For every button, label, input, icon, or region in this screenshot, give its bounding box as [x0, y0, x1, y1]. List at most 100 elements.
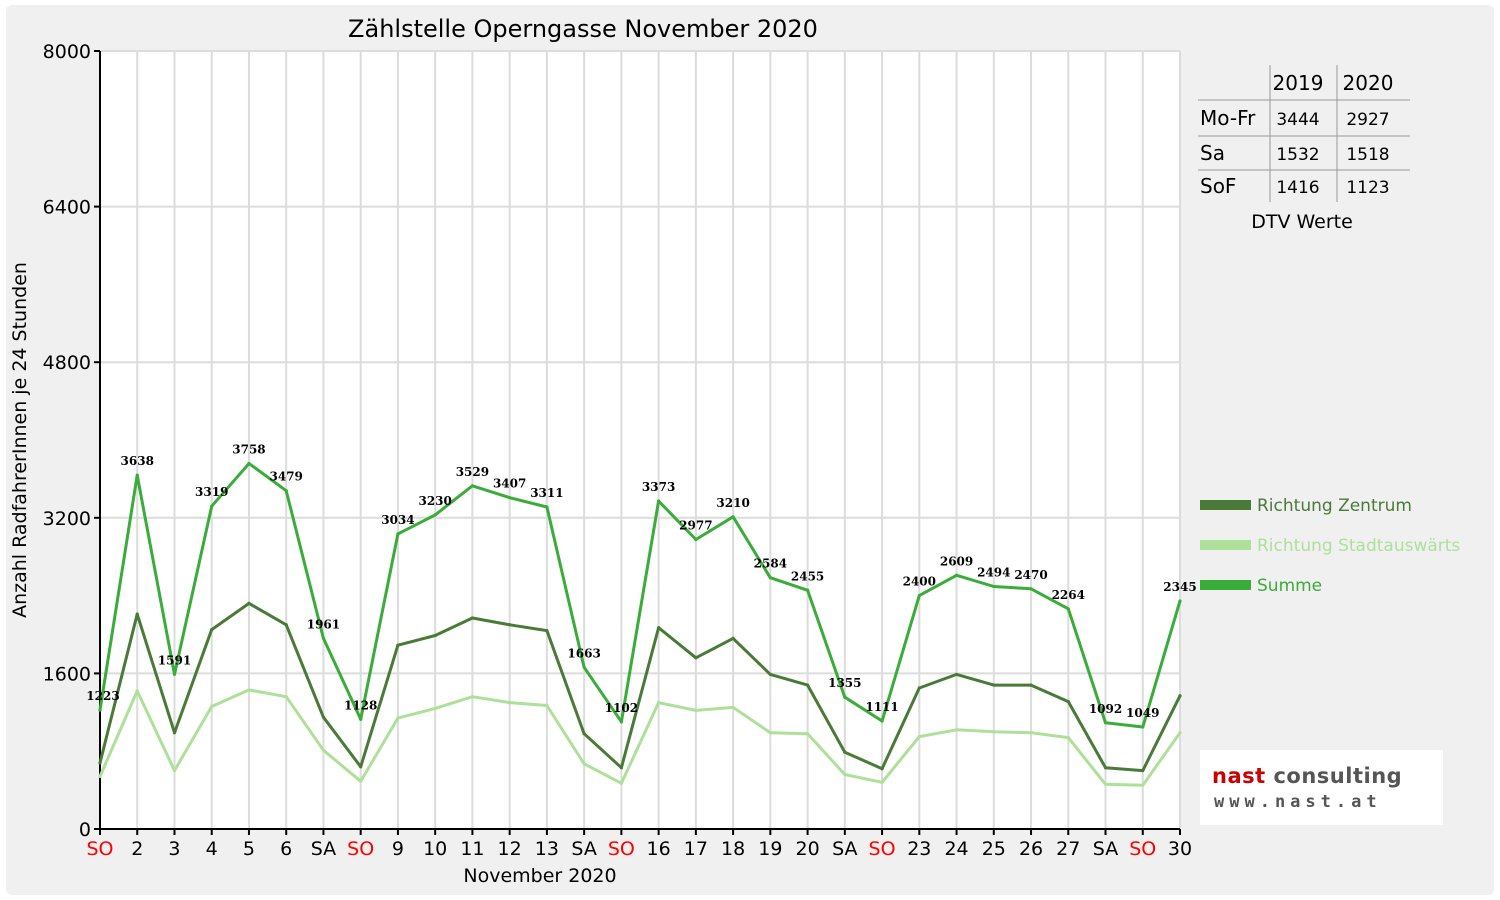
data-point	[694, 656, 698, 660]
data-point	[396, 643, 400, 647]
x-tick-label: 2	[131, 838, 143, 860]
x-tick-label: 25	[982, 838, 1006, 860]
data-point	[1141, 725, 1145, 729]
data-point	[694, 708, 698, 712]
legend-label: Summe	[1257, 576, 1322, 596]
x-tick-label: 18	[721, 838, 745, 860]
data-point	[321, 636, 326, 640]
data-point	[880, 767, 884, 771]
data-label: 1355	[828, 676, 861, 690]
x-tick-label: 26	[1019, 838, 1043, 860]
data-labels: 1223 3638 1591 3319 3758 3479 1961 1128 3034 3230…	[86, 443, 1196, 720]
plot-area	[100, 51, 1180, 829]
data-point	[917, 735, 921, 739]
data-label: 1128	[344, 698, 377, 712]
data-point	[805, 732, 810, 736]
data-point	[619, 781, 623, 785]
table-cell: 1416	[1276, 178, 1319, 198]
y-tick-label: 1600	[43, 663, 91, 685]
data-point	[1066, 735, 1070, 740]
x-tick-label: 9	[392, 838, 404, 860]
table-caption: DTV Werte	[1251, 211, 1353, 233]
data-label: 3230	[418, 494, 451, 508]
chart-title: Zählstelle Operngasse November 2020	[348, 15, 818, 43]
data-label: 1102	[605, 701, 638, 715]
logo-url: www.nast.at	[1214, 792, 1382, 812]
table-row-label: Mo-Fr	[1200, 106, 1256, 130]
data-point	[1178, 731, 1182, 735]
data-point	[1066, 607, 1070, 611]
x-tick-label: SA	[571, 838, 596, 860]
data-label: 1223	[86, 689, 119, 703]
data-point	[1178, 694, 1182, 698]
data-point	[172, 731, 177, 735]
y-tick-label: 3200	[43, 508, 91, 530]
x-tick-label: 6	[280, 838, 292, 860]
x-tick-label: 23	[907, 838, 931, 860]
table-cell: 1518	[1346, 145, 1389, 165]
table-cell: 2927	[1346, 110, 1389, 130]
data-label: 1049	[1126, 706, 1159, 720]
x-tick-label: SO	[1129, 838, 1156, 860]
data-point	[582, 732, 586, 736]
data-point	[1029, 587, 1033, 591]
data-label: 3758	[232, 443, 265, 457]
data-label: 1961	[307, 617, 340, 631]
x-tick-label: 10	[423, 838, 447, 860]
data-point	[508, 623, 512, 627]
data-point	[359, 779, 363, 783]
data-point	[470, 695, 475, 699]
data-point	[1066, 700, 1070, 704]
x-tick-label: 20	[795, 838, 819, 860]
data-label: 2609	[940, 554, 973, 568]
data-point	[657, 700, 661, 705]
data-point	[1178, 599, 1182, 603]
x-tick-label: 17	[684, 838, 708, 860]
series-lines	[98, 461, 1182, 787]
x-tick-label: 13	[535, 838, 559, 860]
data-point	[284, 623, 288, 627]
series-line-zentrum	[98, 601, 1182, 773]
data-point	[247, 461, 251, 466]
data-point	[247, 601, 251, 605]
data-point	[843, 750, 847, 754]
data-point	[954, 672, 959, 676]
data-point	[98, 708, 102, 712]
data-point	[731, 515, 735, 519]
x-tick-label: 27	[1056, 838, 1080, 860]
data-point	[768, 731, 772, 735]
data-point	[843, 772, 847, 777]
data-point	[508, 496, 512, 500]
table-header-2019: 2019	[1273, 71, 1324, 95]
data-point	[359, 765, 363, 769]
y-tick-label: 8000	[43, 41, 91, 63]
data-point	[694, 537, 698, 542]
data-point	[321, 715, 326, 719]
data-point	[731, 636, 735, 640]
data-point	[805, 683, 810, 687]
data-label: 2470	[1014, 568, 1047, 582]
table-cell: 1532	[1276, 145, 1319, 165]
data-label: 3479	[270, 470, 303, 484]
x-tick-label: 4	[206, 838, 218, 860]
data-label: 1111	[865, 700, 898, 714]
logo-text-consulting: consulting	[1273, 764, 1403, 788]
data-label: 2977	[679, 518, 712, 532]
data-point	[768, 672, 772, 676]
data-point	[657, 626, 661, 630]
x-tick-label: SO	[86, 838, 113, 860]
data-point	[284, 489, 288, 493]
data-point	[284, 695, 288, 699]
data-label: 3407	[493, 477, 526, 491]
data-point	[396, 532, 400, 536]
data-point	[805, 588, 810, 592]
x-axis-label: November 2020	[463, 865, 616, 887]
data-point	[98, 761, 102, 765]
data-point	[1103, 766, 1108, 770]
data-point	[210, 704, 214, 709]
data-point	[396, 716, 400, 720]
logo-wordmark: nast consulting	[1212, 764, 1402, 788]
y-tick-label: 0	[79, 819, 91, 841]
data-point	[657, 499, 661, 503]
